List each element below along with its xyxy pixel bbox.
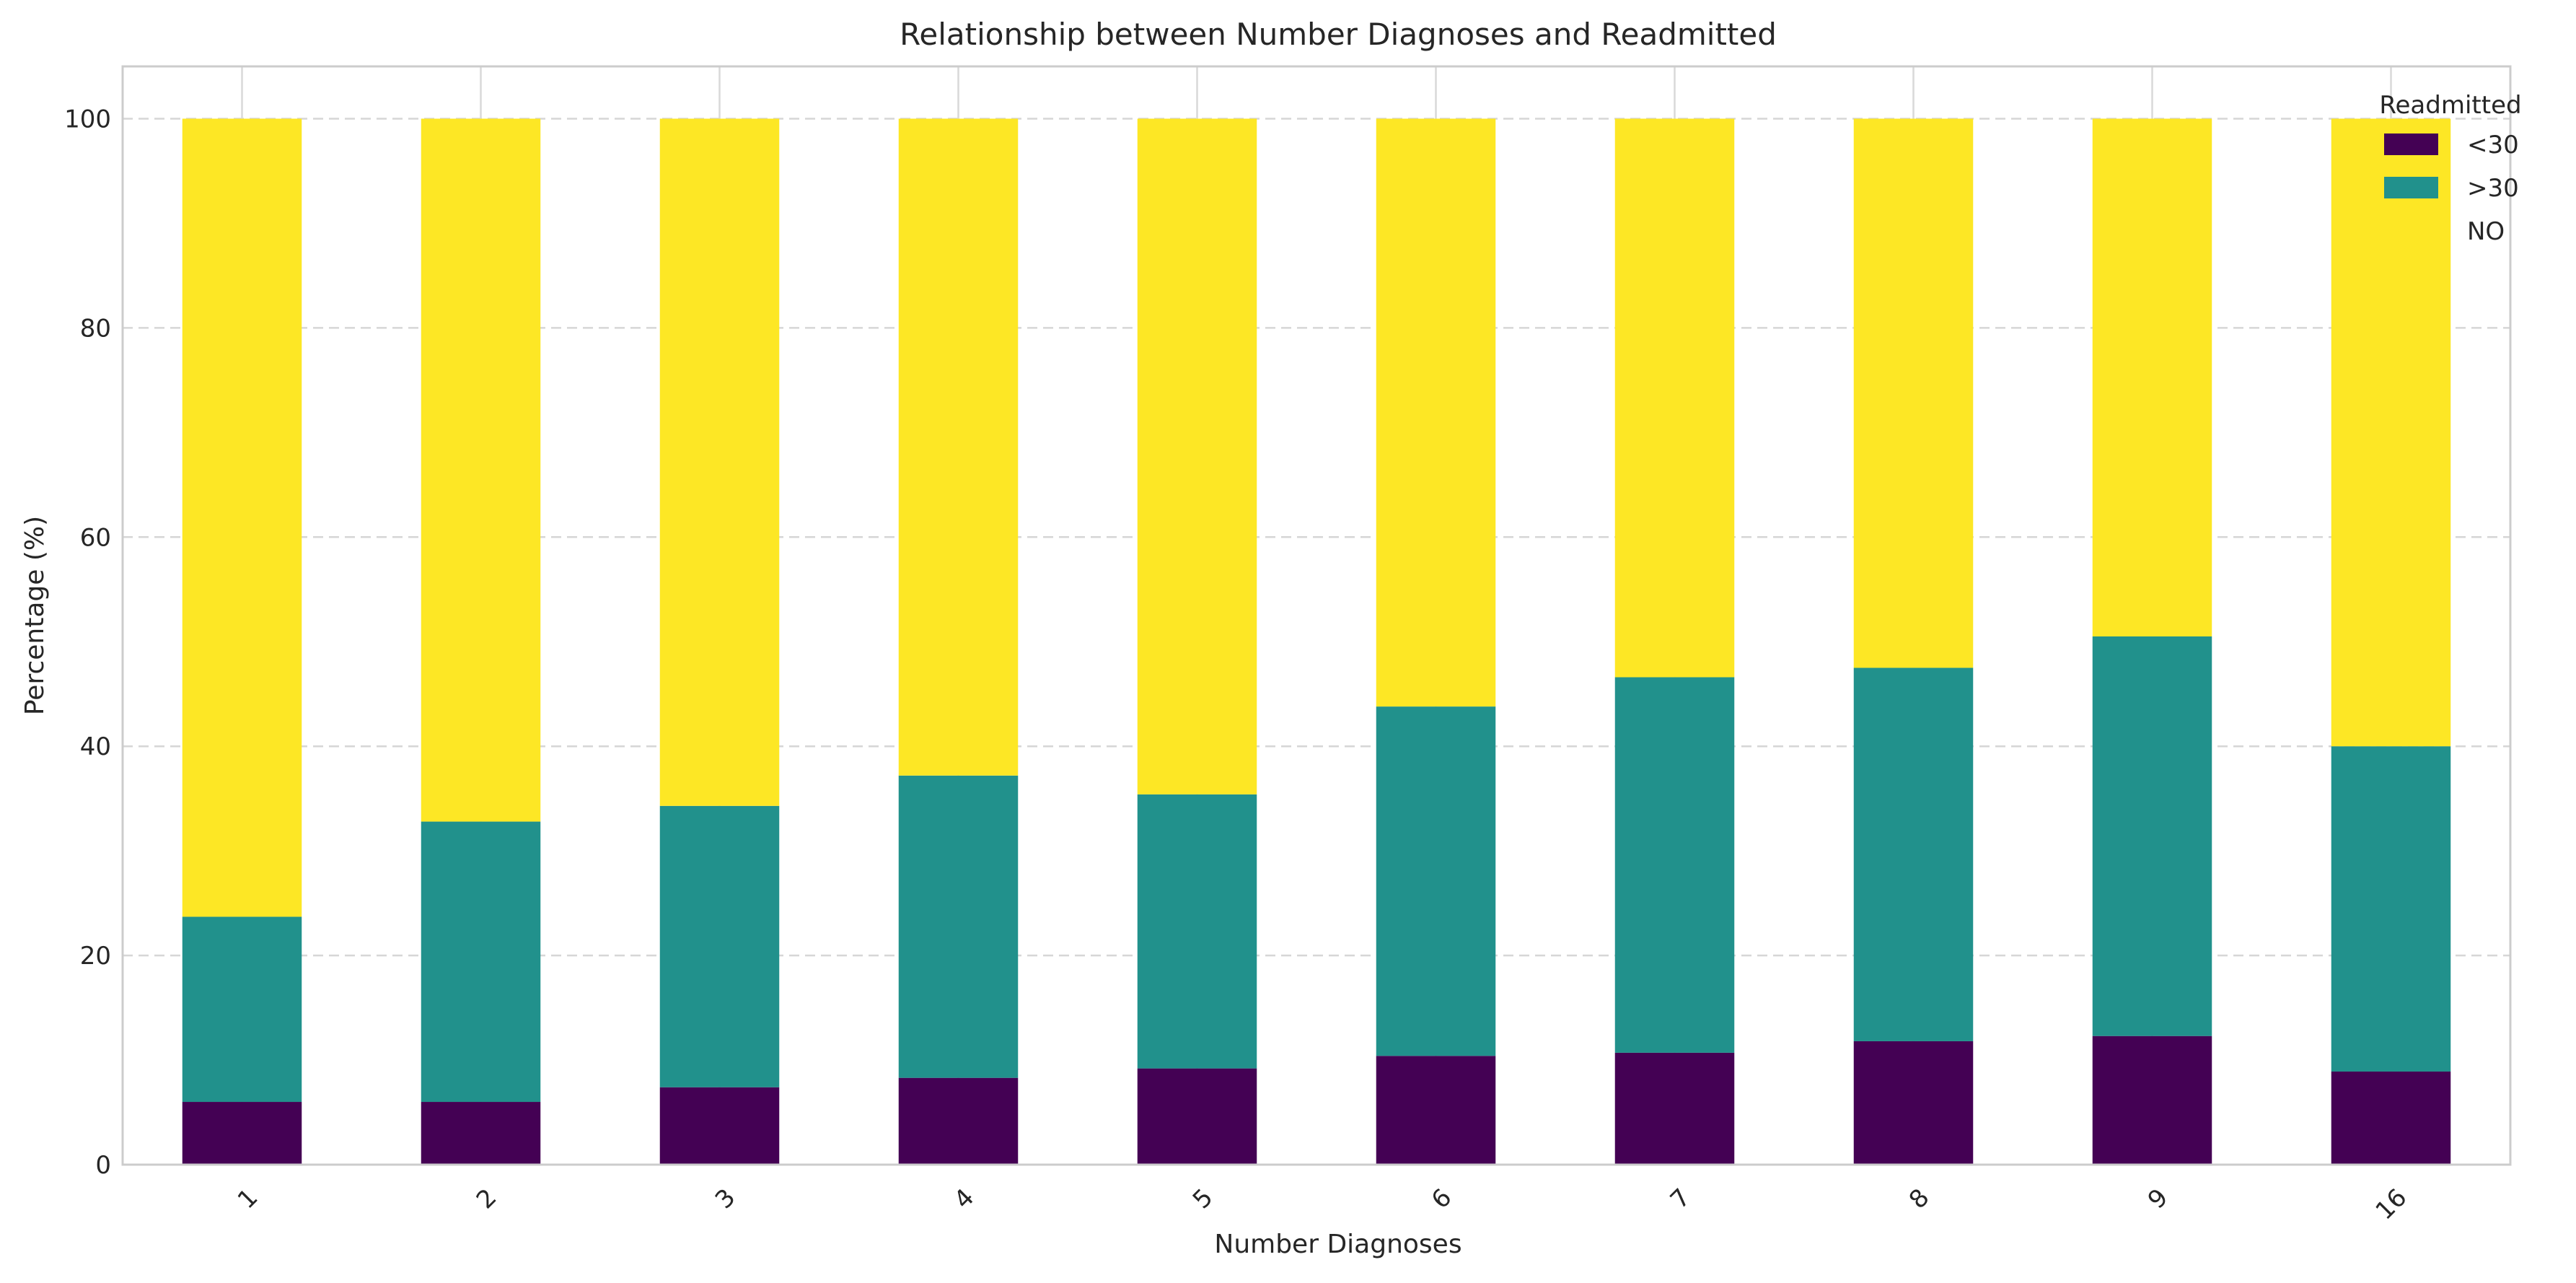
- bar-segment: [421, 118, 541, 822]
- legend-label: <30: [2467, 131, 2519, 159]
- bar-segment: [421, 1102, 541, 1165]
- y-tick-label: 40: [80, 732, 111, 761]
- y-tick-label: 60: [80, 523, 111, 552]
- bar-segment: [1614, 118, 1735, 678]
- plot-frame: [121, 65, 2512, 1166]
- bar-segment: [2092, 636, 2212, 1036]
- y-tick-label: 100: [64, 105, 111, 133]
- bar-segment: [1614, 1052, 1735, 1165]
- legend-swatch: [2384, 133, 2438, 155]
- bar-segment: [421, 821, 541, 1103]
- bar-segment: [182, 916, 302, 1103]
- legend-swatch: [2384, 177, 2438, 198]
- bar-segment: [1137, 1068, 1257, 1165]
- y-tick-label: 0: [95, 1151, 111, 1180]
- chart-title: Relationship between Number Diagnoses an…: [900, 17, 1777, 52]
- bar-segment: [2331, 1071, 2451, 1165]
- legend-label: >30: [2467, 174, 2519, 203]
- bar-segment: [2092, 118, 2212, 636]
- bar-segment: [659, 118, 780, 806]
- bar-segment: [1137, 118, 1257, 794]
- bars-layer: [182, 118, 2451, 1165]
- legend-title: Readmitted: [2379, 91, 2521, 120]
- bar-segment: [1376, 118, 1496, 707]
- x-axis-label: Number Diagnoses: [1214, 1230, 1461, 1259]
- bar-segment: [1137, 794, 1257, 1069]
- bar-segment: [659, 805, 780, 1087]
- bar-segment: [1853, 118, 1974, 668]
- bar-segment: [1614, 677, 1735, 1053]
- legend-swatch: [2384, 220, 2438, 242]
- bar-segment: [182, 1102, 302, 1165]
- bar-segment: [1853, 1041, 1974, 1165]
- y-tick-label: 80: [80, 314, 111, 343]
- bar-segment: [898, 775, 1019, 1078]
- y-axis-label: Percentage (%): [20, 516, 50, 715]
- legend: Readmitted <30 >30 NO: [2379, 91, 2521, 246]
- bar-segment: [182, 118, 302, 917]
- bar-segment: [898, 118, 1019, 776]
- y-tick-label: 20: [80, 942, 111, 971]
- bar-segment: [659, 1087, 780, 1165]
- bar-segment: [2331, 118, 2451, 747]
- bar-segment: [1376, 706, 1496, 1056]
- bar-segment: [898, 1077, 1019, 1165]
- bar-segment: [2331, 746, 2451, 1072]
- bar-segment: [1376, 1056, 1496, 1165]
- legend-label: NO: [2467, 217, 2505, 246]
- bar-segment: [1853, 667, 1974, 1041]
- bar-segment: [2092, 1035, 2212, 1165]
